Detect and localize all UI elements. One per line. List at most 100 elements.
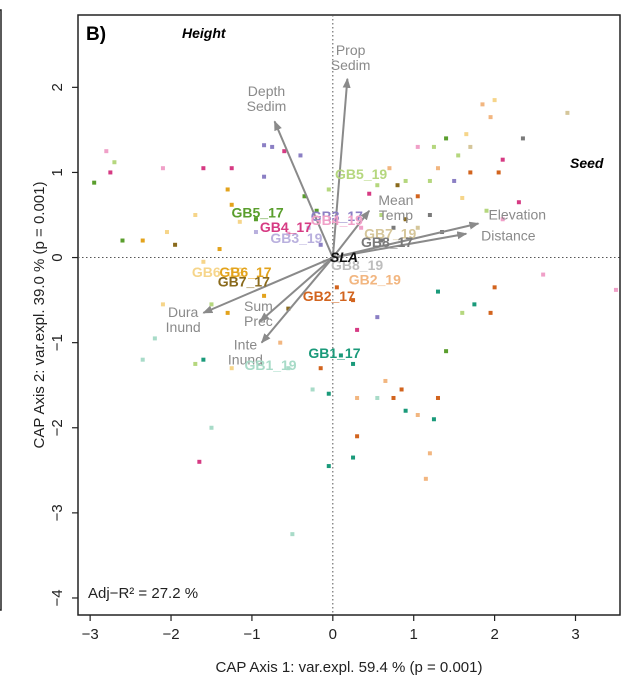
site-point	[472, 302, 477, 307]
site-point	[209, 425, 214, 430]
site-point	[310, 387, 315, 392]
vector-label-line: Sedim	[331, 57, 371, 73]
site-point	[435, 395, 440, 400]
group-label: GB7_17	[218, 273, 270, 289]
site-point	[375, 315, 380, 320]
site-point	[338, 353, 343, 358]
group-label: GB3_19	[270, 230, 322, 246]
site-point	[225, 310, 230, 315]
site-point	[318, 242, 323, 247]
site-point	[253, 217, 258, 222]
vector-label-line: Inund	[228, 351, 263, 367]
site-point	[492, 285, 497, 290]
site-point	[468, 144, 473, 149]
corner-label-height: Height	[182, 25, 227, 41]
vector-arrow	[332, 209, 371, 259]
x-tick-label: 0	[329, 626, 337, 643]
site-point	[379, 238, 384, 243]
site-point	[108, 170, 113, 175]
y-tick-label: 1	[49, 168, 66, 176]
site-point	[423, 476, 428, 481]
vector-label-line: Inte	[234, 336, 258, 352]
x-tick-label: −2	[162, 626, 179, 643]
site-point	[160, 302, 165, 307]
site-point	[480, 102, 485, 107]
vector-label: Mean Temp	[378, 192, 413, 223]
vector-label-line: Elevation	[488, 206, 546, 222]
y-tick-label: 2	[49, 83, 66, 91]
site-point	[464, 132, 469, 137]
group-label: GB3_17	[311, 208, 363, 224]
site-point	[383, 378, 388, 383]
y-axis-label: CAP Axis 2: var.expl. 39.0 % (p = 0.001)	[31, 182, 48, 449]
x-tick-label: 3	[571, 626, 579, 643]
vector-label-line: Prec	[244, 313, 273, 329]
site-point	[359, 225, 364, 230]
site-point	[160, 166, 165, 171]
group-label: GB2_17	[303, 288, 355, 304]
site-point	[120, 238, 125, 243]
site-point	[399, 387, 404, 392]
vector-label: Sum Prec	[244, 298, 273, 329]
vector-arrow	[331, 77, 351, 258]
site-point	[500, 217, 505, 222]
site-point	[520, 136, 525, 141]
site-point	[375, 395, 380, 400]
site-point	[492, 98, 497, 103]
site-point	[201, 259, 206, 264]
y-tick-label: −3	[49, 504, 66, 521]
vector-arrow	[332, 221, 480, 259]
site-point	[262, 174, 267, 179]
site-point	[298, 153, 303, 158]
origin-label-sla: SLA	[330, 249, 358, 265]
site-point	[306, 225, 311, 230]
site-point	[391, 225, 396, 230]
site-point	[326, 464, 331, 469]
site-point	[431, 144, 436, 149]
site-point	[201, 357, 206, 362]
site-point	[140, 357, 145, 362]
site-point	[444, 349, 449, 354]
site-point	[351, 298, 356, 303]
vector-label: Depth Sedim	[247, 83, 287, 114]
vector-label: Distance	[481, 228, 536, 244]
site-point	[431, 417, 436, 422]
site-point	[391, 395, 396, 400]
site-point	[104, 149, 109, 154]
vector-label-line: Sedim	[247, 98, 287, 114]
site-point	[355, 434, 360, 439]
vector-arrow	[202, 256, 334, 314]
vector-label: Elevation	[488, 206, 546, 222]
panel-label: B)	[86, 24, 106, 45]
y-tick-label: −2	[49, 419, 66, 436]
site-point	[415, 225, 420, 230]
vector-label-line: Inund	[166, 319, 201, 335]
site-point	[488, 115, 493, 120]
vector-label-line: Distance	[481, 228, 536, 244]
group-label: GB5_19	[335, 166, 387, 182]
x-tick-label: −1	[243, 626, 260, 643]
group-label: GB6_17	[219, 264, 271, 280]
group-label: GB4_17	[260, 219, 312, 235]
site-point	[314, 208, 319, 213]
site-point	[286, 231, 291, 236]
group-label: GB8_19	[331, 257, 383, 273]
vector-label-line: Mean	[378, 192, 413, 208]
site-point	[565, 110, 570, 115]
site-point	[427, 213, 432, 217]
vector-arrow	[260, 256, 334, 344]
vector-arrow	[332, 231, 468, 259]
site-point	[152, 336, 157, 341]
zero-reference-lines	[78, 15, 620, 615]
site-point	[613, 287, 618, 292]
y-tick-label: 0	[49, 253, 66, 261]
site-point	[468, 170, 473, 175]
site-point	[379, 213, 384, 217]
site-point	[201, 166, 206, 171]
site-point	[318, 366, 323, 371]
x-axis-label: CAP Axis 1: var.expl. 59.4 % (p = 0.001)	[216, 659, 483, 676]
site-point	[282, 149, 287, 154]
site-point	[444, 136, 449, 141]
site-point	[262, 293, 267, 298]
